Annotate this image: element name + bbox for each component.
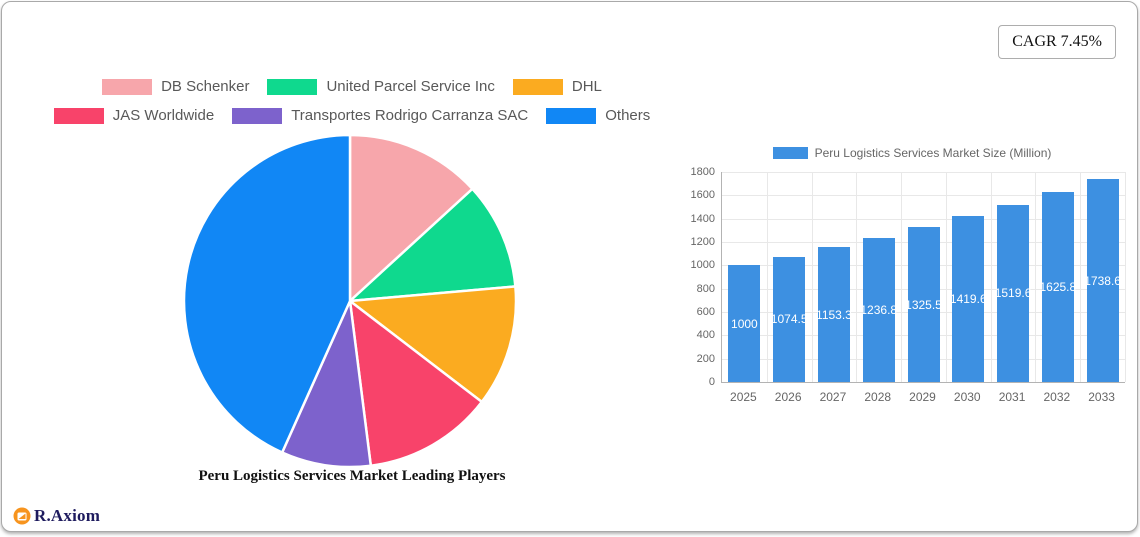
y-axis-tick: 1400 <box>690 212 715 225</box>
bar-value-label: 1000 <box>731 316 758 331</box>
legend-item-dhl[interactable]: DHL <box>512 78 602 95</box>
pie-slice-transportes-rodrigo-carranza-sac[interactable] <box>280 299 373 469</box>
bar-2025[interactable]: 1000 <box>728 265 761 382</box>
legend-item-united-parcel-service-inc[interactable]: United Parcel Service Inc <box>267 78 495 95</box>
legend-swatch <box>102 78 153 95</box>
gridline-v <box>1125 172 1126 382</box>
bar-value-label: 1419.6 <box>949 292 987 307</box>
gridline-v <box>1080 172 1082 382</box>
bar-2033[interactable]: 1738.6 <box>1084 179 1121 382</box>
bar-2032[interactable]: 1625.8 <box>1039 192 1077 382</box>
gridline-v <box>901 172 903 382</box>
pie-legend-row: DB Schenker United Parcel Service Inc DHL <box>102 78 602 95</box>
gridline-h <box>722 218 1125 220</box>
bar-value-label: 1153.3 <box>816 307 852 322</box>
x-axis-tick-2025: 2025 <box>730 390 757 404</box>
bar-value-label: 1519.6 <box>994 286 1032 301</box>
bar-chart-plot: 1000 1074.5 1153.3 1236.8 1325.5 1419.6 1519.6… <box>721 172 1126 383</box>
pie-legend: DB Schenker United Parcel Service Inc DHL J… <box>2 78 702 124</box>
gridline-h <box>722 172 1125 173</box>
legend-swatch <box>53 107 104 124</box>
legend-item-db-schenker[interactable]: DB Schenker <box>102 78 249 95</box>
cagr-badge: CAGR 7.45% <box>998 25 1116 59</box>
y-axis-tick: 400 <box>696 329 715 342</box>
pie-slice-united-parcel-service-inc[interactable] <box>348 187 517 303</box>
legend-item-jas-worldwide[interactable]: JAS Worldwide <box>53 107 215 124</box>
x-axis-tick-2028: 2028 <box>864 390 892 404</box>
legend-label: United Parcel Service Inc <box>326 78 495 95</box>
pie-slice-db-schenker[interactable] <box>348 133 474 303</box>
gridline-v <box>990 172 992 382</box>
legend-item-others[interactable]: Others <box>546 107 650 124</box>
pie-chart-title: Peru Logistics Services Market Leading P… <box>198 468 506 484</box>
y-axis-tick: 1800 <box>690 166 715 178</box>
x-axis-tick-2032: 2032 <box>1043 390 1071 404</box>
bar-value-label: 1325.5 <box>905 297 942 312</box>
bar-value-label: 1236.8 <box>860 302 898 317</box>
legend-swatch <box>546 107 597 124</box>
pie-slice-others[interactable] <box>182 133 352 454</box>
x-axis-tick-2029: 2029 <box>909 390 936 404</box>
bar-value-label: 1625.8 <box>1039 280 1077 295</box>
y-axis-tick: 600 <box>696 306 715 318</box>
x-axis-tick-2031: 2031 <box>998 390 1026 404</box>
x-axis-tick-2033: 2033 <box>1088 390 1115 404</box>
pie-slice-dhl[interactable] <box>348 285 518 404</box>
y-axis-tick: 0 <box>708 376 715 388</box>
brand-logo-icon <box>13 507 31 525</box>
bar-chart-legend[interactable]: Peru Logistics Services Market Size (Mil… <box>687 146 1137 160</box>
y-axis-tick: 200 <box>696 352 715 365</box>
y-axis-tick: 1600 <box>690 189 715 202</box>
y-axis-tick: 800 <box>696 282 715 295</box>
gridline-v <box>856 172 858 382</box>
gridline-v <box>766 172 768 382</box>
x-axis-tick-2027: 2027 <box>819 390 847 404</box>
pie-chart-pane: DB Schenker United Parcel Service Inc DHL J… <box>2 2 702 537</box>
bar-2027[interactable]: 1153.3 <box>816 247 852 382</box>
legend-swatch <box>267 78 318 95</box>
brand-logo-text: R.Axiom <box>34 506 101 525</box>
legend-label: Transportes Rodrigo Carranza SAC <box>291 107 529 124</box>
legend-swatch <box>232 107 283 124</box>
legend-label: JAS Worldwide <box>112 107 215 124</box>
y-axis-tick: 1200 <box>690 236 715 248</box>
bar-2029[interactable]: 1325.5 <box>905 227 942 382</box>
legend-label: DHL <box>571 78 602 95</box>
bar-legend-swatch <box>772 147 808 159</box>
gridline-v <box>945 172 947 382</box>
brand-logo: R.Axiom <box>13 506 100 526</box>
legend-swatch <box>512 78 563 95</box>
bar-2030[interactable]: 1419.6 <box>949 216 987 382</box>
legend-label: Others <box>605 107 651 124</box>
gridline-v <box>1035 172 1037 382</box>
pie-legend-row: JAS Worldwide Transportes Rodrigo Carranz… <box>53 107 650 124</box>
pie-slice-jas-worldwide[interactable] <box>348 299 484 467</box>
bar-value-label: 1738.6 <box>1084 273 1121 288</box>
legend-item-transportes-rodrigo-carranza-sac[interactable]: Transportes Rodrigo Carranza SAC <box>232 107 528 124</box>
y-axis-tick: 1000 <box>690 259 715 272</box>
bar-2031[interactable]: 1519.6 <box>994 204 1032 382</box>
bar-legend-label: Peru Logistics Services Market Size (Mil… <box>814 146 1052 160</box>
x-axis-tick-2026: 2026 <box>774 390 802 404</box>
pie-chart <box>182 133 518 469</box>
gridline-h <box>722 195 1125 197</box>
bar-2028[interactable]: 1236.8 <box>860 237 898 382</box>
bar-chart-pane: Peru Logistics Services Market Size (Mil… <box>687 144 1137 419</box>
bar-2026[interactable]: 1074.5 <box>770 256 808 382</box>
bar-value-label: 1074.5 <box>770 312 808 327</box>
legend-label: DB Schenker <box>161 78 250 95</box>
gridline-v <box>811 172 813 382</box>
x-axis-tick-2030: 2030 <box>953 390 981 404</box>
